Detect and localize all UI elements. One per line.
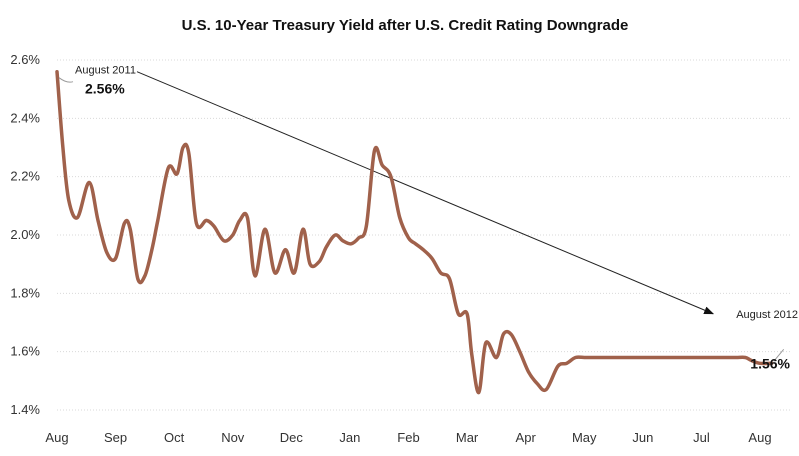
x-tick-label: Dec — [280, 430, 304, 445]
y-tick-label: 2.0% — [10, 227, 40, 242]
x-tick-label: Feb — [397, 430, 419, 445]
annotations: August 2011 2.56% August 2012 1.56% — [58, 65, 798, 371]
trend-line — [136, 71, 715, 315]
annotation-start-label: August 2011 — [75, 65, 136, 77]
y-tick-label: 1.8% — [10, 285, 40, 300]
annotation-start-value: 2.56% — [85, 81, 125, 97]
y-tick-label: 1.4% — [10, 402, 40, 417]
y-axis: 1.4% 1.6% 1.8% 2.0% 2.2% 2.4% 2.6% — [10, 52, 40, 417]
x-tick-label: Nov — [221, 430, 245, 445]
x-tick-label: Mar — [456, 430, 479, 445]
x-tick-label: Oct — [164, 430, 185, 445]
x-axis: Aug Sep Oct Nov Dec Jan Feb Mar Apr May Jun Jul Aug — [45, 430, 771, 445]
series — [55, 69, 774, 395]
chart-title: U.S. 10-Year Treasury Yield after U.S. C… — [182, 17, 629, 34]
x-tick-label: Aug — [45, 430, 68, 445]
x-tick-label: Jan — [339, 430, 360, 445]
y-tick-label: 1.6% — [10, 344, 40, 359]
series-line — [55, 69, 774, 395]
callout-leader — [58, 77, 74, 83]
x-tick-label: Aug — [748, 430, 771, 445]
grid — [57, 59, 790, 411]
x-tick-label: May — [572, 430, 597, 445]
annotation-end-label: August 2012 — [736, 309, 798, 321]
y-tick-label: 2.6% — [10, 52, 40, 67]
x-tick-label: Apr — [516, 430, 537, 445]
y-tick-label: 2.4% — [10, 110, 40, 125]
trend-arrow — [136, 71, 715, 315]
annotation-end-value: 1.56% — [750, 355, 790, 371]
x-tick-label: Jun — [632, 430, 653, 445]
callout-leader — [773, 349, 785, 362]
x-tick-label: Jul — [693, 430, 710, 445]
y-tick-label: 2.2% — [10, 169, 40, 184]
x-tick-label: Sep — [104, 430, 127, 445]
